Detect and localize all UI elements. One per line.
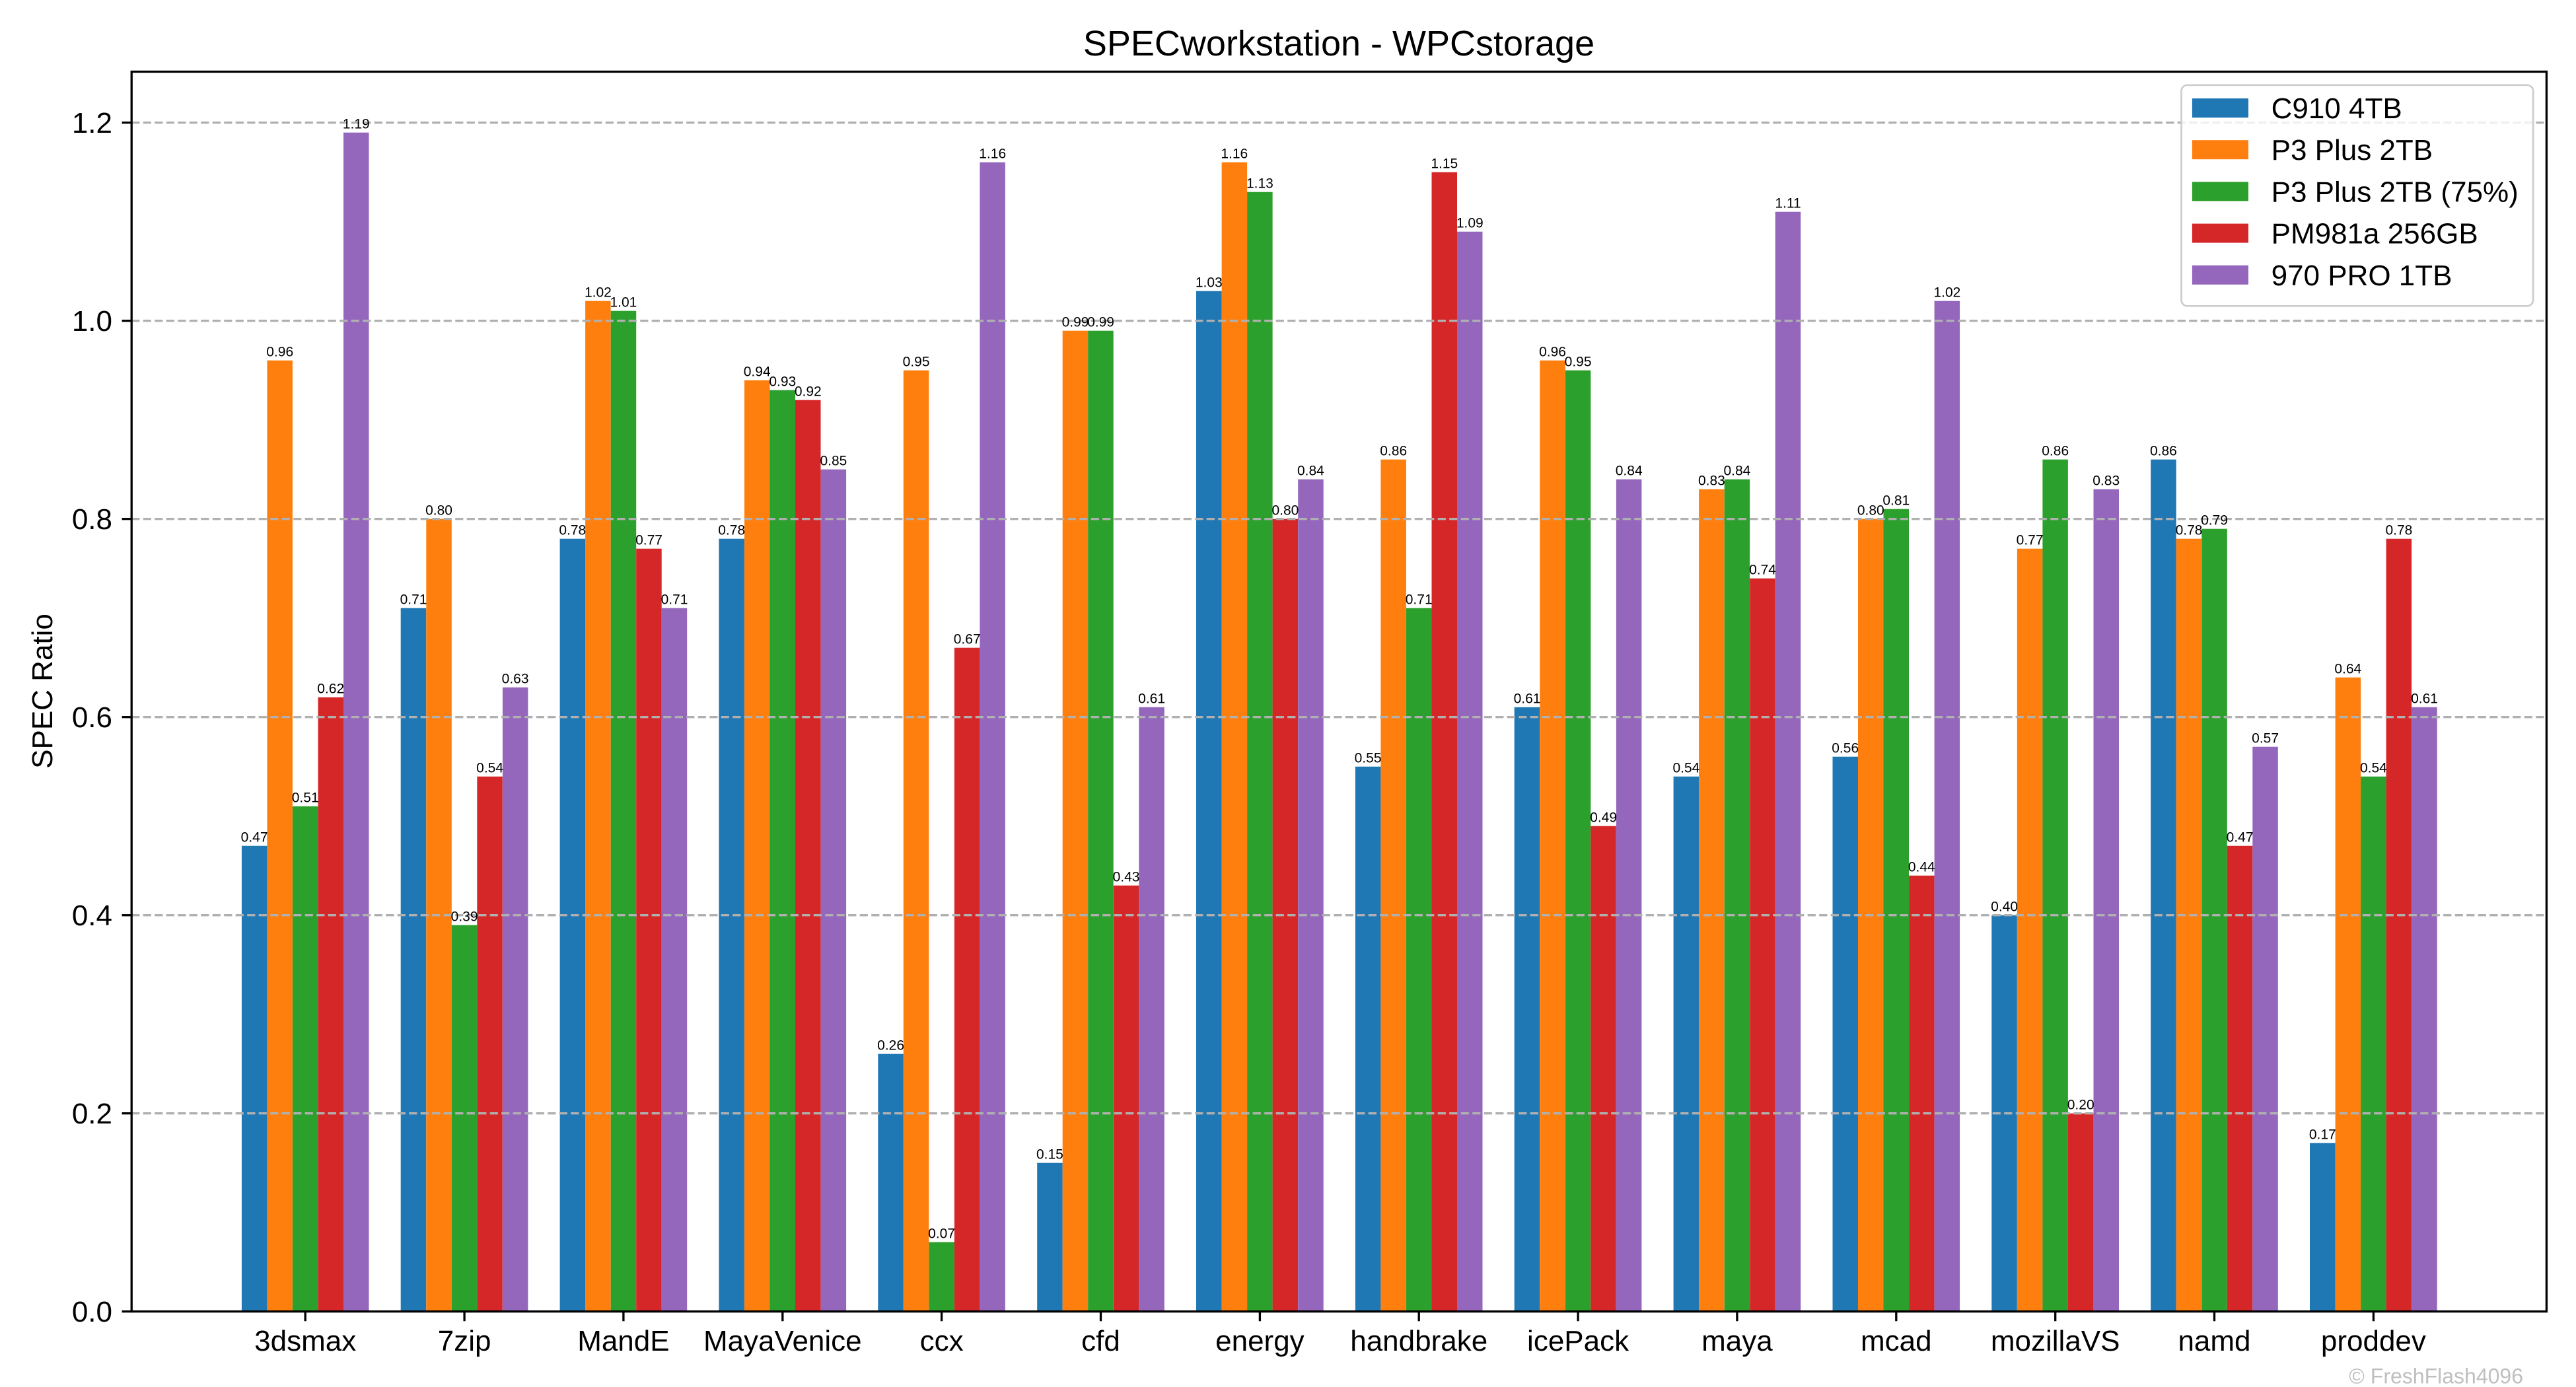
svg-text:1.02: 1.02 [1933, 285, 1960, 301]
svg-text:0.54: 0.54 [2360, 761, 2387, 776]
svg-text:0.67: 0.67 [954, 632, 981, 647]
svg-text:0.81: 0.81 [1882, 493, 1910, 509]
svg-text:0.80: 0.80 [425, 503, 452, 518]
svg-text:1.19: 1.19 [343, 117, 370, 132]
svg-text:0.0: 0.0 [72, 1296, 112, 1328]
svg-text:970 PRO 1TB: 970 PRO 1TB [2272, 260, 2452, 292]
svg-text:handbrake: handbrake [1350, 1325, 1487, 1357]
svg-text:SPECworkstation - WPCstorage: SPECworkstation - WPCstorage [1083, 24, 1594, 63]
svg-text:proddev: proddev [2321, 1325, 2426, 1357]
svg-text:0.83: 0.83 [1698, 474, 1725, 489]
svg-text:0.84: 0.84 [1297, 464, 1324, 479]
svg-text:0.44: 0.44 [1908, 860, 1935, 875]
svg-text:0.8: 0.8 [72, 503, 112, 536]
svg-text:0.56: 0.56 [1832, 741, 1859, 756]
svg-text:1.13: 1.13 [1246, 176, 1273, 192]
svg-text:0.47: 0.47 [241, 830, 268, 845]
svg-text:0.47: 0.47 [2227, 830, 2254, 845]
svg-text:0.61: 0.61 [2411, 692, 2438, 707]
svg-text:© FreshFlash4096: © FreshFlash4096 [2349, 1365, 2523, 1387]
svg-text:0.07: 0.07 [928, 1227, 955, 1242]
svg-text:0.92: 0.92 [795, 384, 822, 400]
svg-text:0.95: 0.95 [1565, 355, 1592, 370]
svg-text:0.86: 0.86 [1380, 444, 1407, 459]
svg-text:0.96: 0.96 [1539, 345, 1566, 360]
svg-text:icePack: icePack [1527, 1325, 1629, 1357]
svg-text:1.02: 1.02 [585, 285, 612, 301]
svg-text:7zip: 7zip [438, 1325, 491, 1357]
svg-text:1.01: 1.01 [610, 295, 637, 310]
svg-text:1.15: 1.15 [1431, 157, 1458, 172]
svg-text:0.43: 0.43 [1113, 870, 1140, 885]
svg-text:1.09: 1.09 [1456, 216, 1484, 231]
svg-text:0.4: 0.4 [72, 900, 112, 932]
svg-text:0.79: 0.79 [2201, 513, 2228, 528]
svg-text:0.17: 0.17 [2309, 1127, 2336, 1143]
svg-text:0.83: 0.83 [2093, 474, 2120, 489]
svg-text:0.61: 0.61 [1138, 692, 1165, 707]
svg-text:namd: namd [2178, 1325, 2250, 1357]
svg-text:mozillaVS: mozillaVS [1991, 1325, 2120, 1357]
svg-text:0.62: 0.62 [317, 682, 344, 697]
svg-text:0.55: 0.55 [1355, 751, 1382, 766]
svg-text:0.78: 0.78 [2385, 523, 2412, 538]
svg-text:0.6: 0.6 [72, 701, 112, 734]
svg-text:0.57: 0.57 [2252, 731, 2279, 746]
svg-text:0.93: 0.93 [769, 374, 796, 390]
svg-text:0.71: 0.71 [1406, 592, 1433, 608]
svg-text:1.16: 1.16 [1221, 147, 1248, 162]
svg-text:ccx: ccx [920, 1325, 964, 1357]
svg-text:0.78: 0.78 [2176, 523, 2203, 538]
svg-text:0.85: 0.85 [820, 454, 847, 469]
svg-text:0.54: 0.54 [1672, 761, 1699, 776]
svg-text:SPEC Ratio: SPEC Ratio [26, 614, 59, 769]
svg-text:1.03: 1.03 [1196, 275, 1223, 291]
svg-text:0.61: 0.61 [1514, 692, 1541, 707]
svg-text:0.39: 0.39 [451, 909, 478, 925]
svg-text:3dsmax: 3dsmax [254, 1325, 356, 1357]
svg-text:1.16: 1.16 [979, 147, 1006, 162]
svg-text:0.86: 0.86 [2150, 444, 2177, 459]
svg-text:P3 Plus 2TB (75%): P3 Plus 2TB (75%) [2272, 176, 2519, 208]
svg-text:0.74: 0.74 [1749, 563, 1776, 578]
svg-text:mcad: mcad [1861, 1325, 1932, 1357]
svg-text:1.11: 1.11 [1775, 196, 1801, 211]
svg-text:cfd: cfd [1081, 1325, 1120, 1357]
svg-text:0.71: 0.71 [661, 592, 688, 608]
svg-text:1.0: 1.0 [72, 305, 112, 338]
svg-text:0.77: 0.77 [635, 533, 662, 548]
svg-text:0.80: 0.80 [1857, 503, 1884, 518]
svg-text:0.54: 0.54 [476, 761, 503, 776]
svg-text:0.26: 0.26 [877, 1038, 904, 1053]
svg-text:maya: maya [1701, 1325, 1773, 1357]
svg-text:0.99: 0.99 [1062, 315, 1089, 330]
svg-text:0.64: 0.64 [2334, 662, 2361, 677]
svg-text:0.63: 0.63 [502, 672, 529, 687]
svg-text:1.2: 1.2 [72, 107, 112, 139]
svg-text:0.80: 0.80 [1271, 503, 1299, 518]
svg-text:0.15: 0.15 [1036, 1147, 1063, 1162]
svg-text:0.94: 0.94 [744, 365, 771, 380]
svg-text:C910 4TB: C910 4TB [2272, 92, 2402, 125]
svg-text:MandE: MandE [577, 1325, 669, 1357]
svg-text:0.49: 0.49 [1590, 810, 1617, 826]
svg-text:0.40: 0.40 [1991, 900, 2018, 915]
svg-text:0.78: 0.78 [718, 523, 745, 538]
svg-text:0.78: 0.78 [559, 523, 586, 538]
svg-text:energy: energy [1215, 1325, 1305, 1357]
svg-text:0.20: 0.20 [2067, 1098, 2094, 1113]
svg-text:0.95: 0.95 [903, 355, 930, 370]
svg-text:0.84: 0.84 [1723, 464, 1750, 479]
svg-text:0.84: 0.84 [1616, 464, 1643, 479]
svg-text:PM981a 256GB: PM981a 256GB [2272, 218, 2478, 250]
svg-text:0.71: 0.71 [400, 592, 427, 608]
svg-text:0.99: 0.99 [1087, 315, 1114, 330]
svg-text:0.96: 0.96 [266, 345, 293, 360]
svg-text:0.51: 0.51 [292, 791, 319, 806]
svg-text:0.86: 0.86 [2042, 444, 2069, 459]
svg-text:0.2: 0.2 [72, 1098, 112, 1130]
svg-text:MayaVenice: MayaVenice [703, 1325, 862, 1357]
svg-text:0.77: 0.77 [2017, 533, 2044, 548]
svg-text:P3 Plus 2TB: P3 Plus 2TB [2272, 134, 2433, 166]
